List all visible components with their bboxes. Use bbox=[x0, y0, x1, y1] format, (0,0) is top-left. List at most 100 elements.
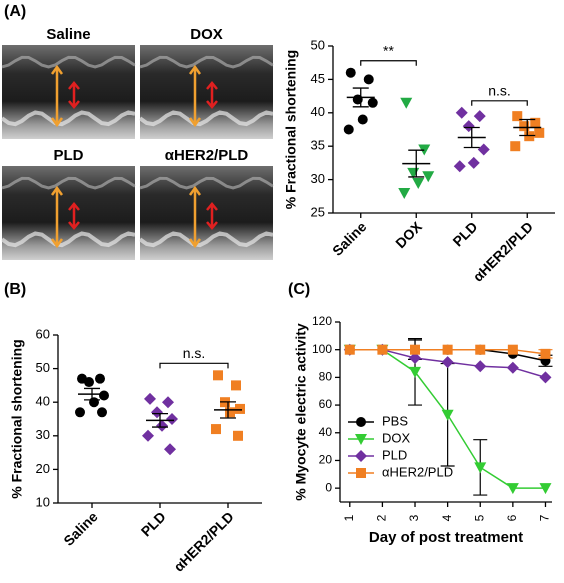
echo-wall bbox=[1, 55, 136, 69]
marker bbox=[474, 360, 487, 373]
marker bbox=[211, 424, 221, 435]
echo-wall bbox=[1, 176, 136, 190]
marker bbox=[507, 344, 518, 355]
marker bbox=[235, 403, 245, 414]
marker bbox=[467, 156, 480, 169]
marker bbox=[367, 97, 378, 108]
marker bbox=[409, 352, 422, 364]
echo-images: Saline DOX PLD αHER2/PLD bbox=[0, 26, 274, 260]
marker bbox=[510, 141, 521, 152]
marker bbox=[84, 377, 94, 388]
y-tick-label: 35 bbox=[311, 138, 325, 153]
marker bbox=[473, 110, 486, 123]
echo-wall bbox=[0, 231, 136, 248]
y-tick-label: 50 bbox=[36, 360, 50, 375]
marker bbox=[377, 344, 388, 355]
x-tick-label: 6 bbox=[505, 514, 519, 521]
marker bbox=[453, 160, 466, 173]
y-tick-label: 30 bbox=[311, 171, 325, 186]
y-axis-label: % Myocyte electric activity bbox=[293, 323, 309, 501]
marker bbox=[442, 344, 453, 355]
echo-label: DOX bbox=[190, 26, 223, 43]
legend-label: DOX bbox=[382, 430, 411, 445]
y-tick-label: 60 bbox=[36, 326, 50, 341]
marker bbox=[97, 407, 107, 418]
marker bbox=[477, 143, 490, 156]
marker bbox=[410, 344, 421, 355]
marker bbox=[151, 406, 163, 419]
marker bbox=[506, 361, 519, 374]
error-bar bbox=[519, 118, 536, 137]
y-tick-label: 30 bbox=[36, 427, 50, 442]
echo-image bbox=[2, 166, 135, 260]
marker bbox=[89, 397, 99, 408]
marker bbox=[75, 407, 85, 418]
significance-label: n.s. bbox=[183, 345, 206, 361]
y-tick-label: 40 bbox=[319, 425, 333, 439]
x-tick-label: 7 bbox=[538, 514, 552, 521]
y-tick-label: 25 bbox=[311, 204, 325, 219]
significance-bracket bbox=[159, 362, 229, 369]
marker bbox=[398, 187, 411, 199]
marker bbox=[166, 413, 178, 425]
echo-wall bbox=[0, 110, 136, 127]
y-axis-label: % Fractional shortening bbox=[9, 339, 25, 498]
marker bbox=[539, 371, 552, 384]
y-tick-label: 20 bbox=[36, 461, 50, 476]
marker bbox=[534, 127, 545, 138]
marker bbox=[462, 120, 475, 133]
legend-marker bbox=[355, 450, 367, 462]
x-tick-label: Saline bbox=[329, 218, 370, 259]
legend-marker bbox=[356, 417, 366, 427]
marker bbox=[540, 348, 551, 359]
legend-label: αHER2/PLD bbox=[382, 464, 453, 479]
error-bar bbox=[408, 149, 425, 178]
marker bbox=[474, 462, 487, 474]
y-tick-label: 80 bbox=[319, 370, 333, 384]
panel-label: (C) bbox=[288, 281, 310, 298]
x-tick-label: 4 bbox=[440, 514, 454, 521]
echo-arrow-head bbox=[68, 81, 80, 109]
echo-arrow-head bbox=[188, 64, 202, 128]
legend-label: PLD bbox=[382, 447, 407, 462]
marker bbox=[422, 171, 435, 183]
y-tick-label: 45 bbox=[311, 71, 325, 86]
significance-bracket bbox=[471, 100, 528, 106]
marker bbox=[344, 344, 355, 355]
marker bbox=[213, 370, 223, 381]
panel-label: (B) bbox=[4, 281, 26, 298]
error-bar bbox=[352, 87, 369, 108]
significance-label: ** bbox=[383, 42, 394, 58]
marker bbox=[455, 106, 468, 119]
x-tick-label: DOX bbox=[392, 218, 425, 251]
echo-arrow-head bbox=[188, 185, 202, 249]
marker bbox=[524, 131, 535, 142]
x-tick-label: Saline bbox=[60, 508, 101, 549]
marker bbox=[400, 97, 413, 109]
marker bbox=[162, 396, 174, 409]
x-tick-label: PLD bbox=[449, 218, 480, 249]
marker bbox=[231, 380, 241, 391]
echo-image bbox=[2, 45, 135, 139]
x-tick-label: PLD bbox=[138, 508, 169, 539]
significance-bracket bbox=[360, 60, 417, 66]
marker bbox=[164, 443, 176, 456]
marker bbox=[539, 483, 552, 495]
echo-wall bbox=[138, 110, 274, 127]
marker bbox=[506, 483, 519, 495]
echo-label: αHER2/PLD bbox=[165, 147, 249, 164]
x-tick-label: αHER2/PLD bbox=[170, 508, 236, 574]
error-bar bbox=[152, 412, 168, 428]
marker bbox=[363, 74, 374, 85]
echo-image bbox=[140, 45, 273, 139]
marker bbox=[357, 114, 368, 125]
legend-label: PBS bbox=[382, 413, 408, 428]
marker bbox=[99, 390, 109, 401]
echo-image bbox=[140, 166, 273, 260]
marker bbox=[225, 407, 235, 418]
legend-marker bbox=[355, 434, 367, 445]
echo-wall bbox=[138, 231, 274, 248]
echo-label: Saline bbox=[46, 26, 90, 43]
marker bbox=[409, 366, 422, 378]
